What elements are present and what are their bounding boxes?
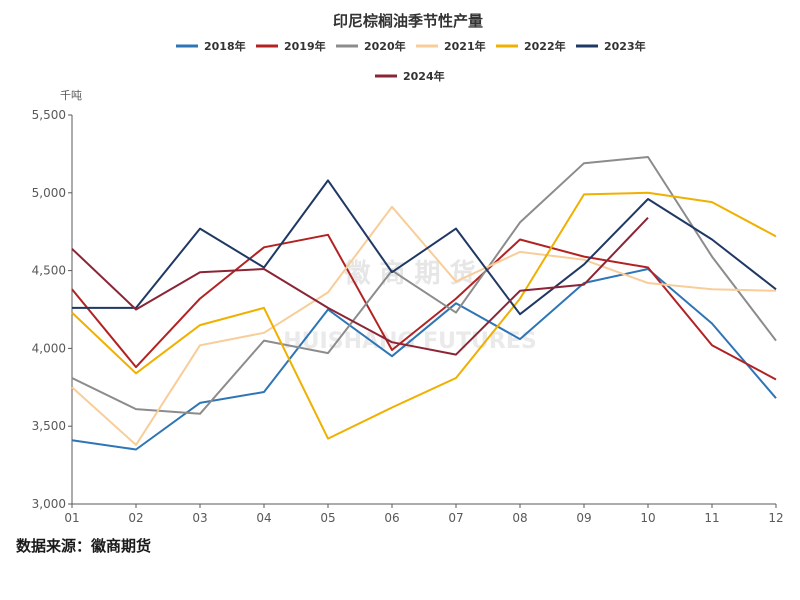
legend-item[interactable]: 2019年 [256, 39, 326, 53]
legend-label: 2022年 [524, 39, 566, 53]
legend-label: 2018年 [204, 39, 246, 53]
y-tick-label: 3,000 [32, 497, 66, 511]
x-tick-label: 11 [704, 511, 719, 525]
y-axis-unit: 千吨 [60, 89, 82, 102]
y-tick-label: 5,000 [32, 186, 66, 200]
legend-item[interactable]: 2024年 [375, 69, 445, 83]
series-line-2022年 [71, 191, 777, 440]
data-source: 数据来源：徽商期货 [16, 537, 152, 555]
series-line-2023年 [72, 179, 777, 316]
y-tick-label: 5,500 [32, 108, 66, 122]
y-tick-label: 3,500 [32, 419, 66, 433]
x-tick-label: 09 [576, 511, 591, 525]
x-tick-label: 08 [512, 511, 527, 525]
legend-item[interactable]: 2022年 [496, 39, 566, 53]
legend-label: 2021年 [444, 39, 486, 53]
series-line-2021年 [71, 205, 777, 446]
legend-item[interactable]: 2018年 [176, 39, 246, 53]
series-line-2024年 [71, 217, 649, 356]
series-line-2018年 [71, 268, 777, 451]
y-tick-label: 4,000 [32, 341, 66, 355]
plot-lines [71, 156, 777, 451]
x-tick-label: 06 [384, 511, 399, 525]
series-line-2019年 [71, 233, 777, 381]
x-tick-label: 02 [128, 511, 143, 525]
x-tick-label: 10 [640, 511, 655, 525]
legend-item[interactable]: 2023年 [576, 39, 646, 53]
x-tick-label: 01 [64, 511, 79, 525]
y-tick-label: 4,500 [32, 264, 66, 278]
legend-label: 2024年 [403, 69, 445, 83]
legend-label: 2020年 [364, 39, 406, 53]
chart-title: 印尼棕榈油季节性产量 [333, 12, 483, 30]
x-tick-label: 12 [768, 511, 783, 525]
watermark: 徽 商 期 货 HUISHANG FUTURES [283, 258, 536, 354]
axes: 3,000 3,500 4,000 4,500 5,000 5,500 01 02 03 04 05… [32, 108, 784, 525]
legend-item[interactable]: 2021年 [416, 39, 486, 53]
x-tick-label: 04 [256, 511, 271, 525]
legend-item[interactable]: 2020年 [336, 39, 406, 53]
legend: 2018年 2019年 2020年 2021年 2022年 2023年 2024年 [176, 39, 646, 83]
x-tick-label: 03 [192, 511, 207, 525]
legend-label: 2019年 [284, 39, 326, 53]
legend-label: 2023年 [604, 39, 646, 53]
watermark-cn: 徽 商 期 货 [343, 258, 475, 289]
x-tick-label: 07 [448, 511, 463, 525]
series-line-2020年 [71, 156, 777, 415]
x-tick-label: 05 [320, 511, 335, 525]
